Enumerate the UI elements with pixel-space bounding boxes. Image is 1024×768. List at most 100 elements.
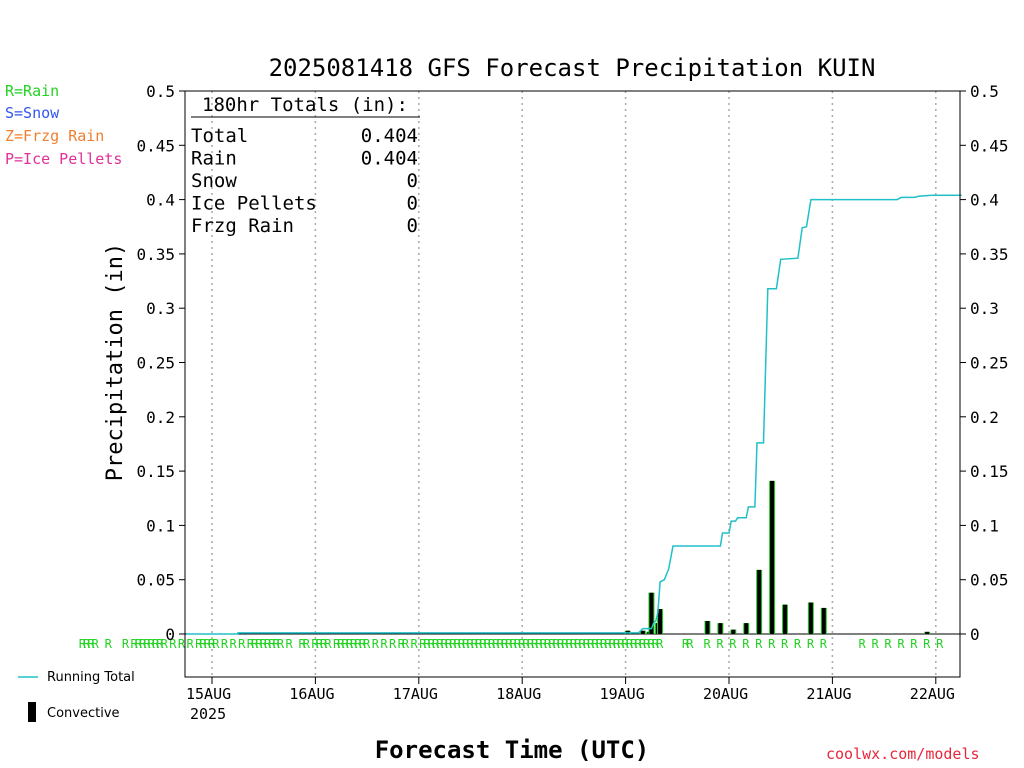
- precip-type-marker: R: [609, 637, 617, 651]
- precip-type-marker: R: [92, 637, 100, 651]
- key-frzg-rain: Z=Frzg Rain: [5, 127, 105, 145]
- totals-row-label: Ice Pellets: [191, 193, 317, 215]
- x-tick-label: 19AUG: [600, 685, 645, 703]
- key-rain: R=Rain: [5, 82, 60, 100]
- key-snow: S=Snow: [5, 104, 60, 122]
- y-tick-label-right: 0.4: [970, 191, 999, 210]
- precip-type-marker: R: [87, 637, 95, 651]
- x-tick-label: 17AUG: [393, 685, 438, 703]
- convective-bar: [757, 569, 762, 634]
- precip-type-marker: R: [574, 637, 582, 651]
- precip-type-marker: R: [139, 637, 147, 651]
- y-tick-label-right: 0.1: [970, 516, 999, 535]
- precip-type-marker: R: [221, 637, 229, 651]
- precip-type-marker: R: [523, 637, 531, 651]
- precip-type-marker: R: [656, 637, 664, 651]
- precip-type-marker: R: [255, 637, 263, 651]
- precip-type-marker: R: [441, 637, 449, 651]
- y-tick-label: 0.1: [146, 516, 175, 535]
- totals-row-value: 0: [407, 215, 418, 237]
- precip-type-marker: R: [492, 637, 500, 651]
- precip-type-marker: R: [350, 637, 358, 651]
- bars-group: [624, 480, 931, 634]
- precip-type-marker: R: [647, 637, 655, 651]
- precip-type-marker: R: [591, 637, 599, 651]
- precip-type-marker: R: [208, 637, 216, 651]
- precip-type-marker: R: [488, 637, 496, 651]
- precip-type-marker: R: [462, 637, 470, 651]
- precip-type-marker: R: [703, 637, 711, 651]
- precip-type-marker: R: [510, 637, 518, 651]
- precip-type-marker: R: [768, 637, 776, 651]
- y-axis-label: Precipitation (in): [103, 243, 128, 481]
- x-axis-label: Forecast Time (UTC): [375, 736, 650, 764]
- precip-type-marker: R: [643, 637, 651, 651]
- precip-type-marker: R: [251, 637, 259, 651]
- precip-type-marker: R: [630, 637, 638, 651]
- precip-type-marker: R: [389, 637, 397, 651]
- y-tick-label-right: 0.2: [970, 408, 999, 427]
- precip-type-marker: R: [372, 637, 380, 651]
- y-tick-label: 0.15: [136, 462, 175, 481]
- convective-key-label: Convective: [47, 706, 120, 721]
- precip-type-marker: R: [553, 637, 561, 651]
- precip-type-marker: R: [613, 637, 621, 651]
- precip-type-marker: R: [505, 637, 513, 651]
- precip-type-marker: R: [561, 637, 569, 651]
- precip-type-marker: R: [729, 637, 737, 651]
- precip-type-marker: R: [820, 637, 828, 651]
- precip-type-marker: R: [635, 637, 643, 651]
- chart-title: 2025081418 GFS Forecast Precipitation KU…: [269, 54, 876, 82]
- y-tick-label: 0.5: [146, 82, 175, 101]
- precip-type-marker: R: [479, 637, 487, 651]
- convective-bar: [731, 629, 736, 634]
- precip-type-marker: R: [436, 637, 444, 651]
- y-tick-label-right: 0.3: [970, 299, 999, 318]
- y-tick-label-right: 0.05: [970, 571, 1009, 590]
- convective-bar: [649, 592, 654, 634]
- precip-type-marker: R: [410, 637, 418, 651]
- precip-type-marker: R: [359, 637, 367, 651]
- x-axis: 15AUG 2025 16AUG 17AUG 18AUG 19AUG 20AUG 21AUG 2…: [186, 677, 955, 723]
- grid-lines: [185, 91, 960, 677]
- precip-type-marker: R: [596, 637, 604, 651]
- precip-type-marker: R: [260, 637, 268, 651]
- precip-type-marker: R: [247, 637, 255, 651]
- precip-type-marker: R: [794, 637, 802, 651]
- totals-row-label: Snow: [191, 170, 237, 192]
- y-tick-label-right: 0.35: [970, 245, 1009, 264]
- totals-row-value: 0.404: [361, 125, 418, 147]
- y-tick-label-right: 0.15: [970, 462, 1009, 481]
- precip-type-marker: R: [622, 637, 630, 651]
- precip-type-marker: R: [557, 637, 565, 651]
- precip-type-marker: R: [178, 637, 186, 651]
- precip-type-marker: R: [501, 637, 509, 651]
- precip-type-marker: R: [458, 637, 466, 651]
- precip-type-marker: R: [617, 637, 625, 651]
- convective-bar: [705, 620, 710, 634]
- precip-type-marker: R: [514, 637, 522, 651]
- precip-type-marker: R: [475, 637, 483, 651]
- precip-type-marker: R: [566, 637, 574, 651]
- precip-type-marker: R: [423, 637, 431, 651]
- plot-frame: [184, 90, 961, 678]
- precip-type-marker: R: [342, 637, 350, 651]
- y-tick-label: 0.35: [136, 245, 175, 264]
- precip-type-marker: R: [204, 637, 212, 651]
- precip-type-marker: R: [859, 637, 867, 651]
- precip-type-marker: R: [548, 637, 556, 651]
- convective-bar: [783, 604, 788, 634]
- precip-type-marker: R: [626, 637, 634, 651]
- precip-type-marker: R: [83, 637, 91, 651]
- precip-type-marker: R: [579, 637, 587, 651]
- precip-type-marker: R: [333, 637, 341, 651]
- y-tick-label: 0.2: [146, 408, 175, 427]
- y-tick-label: 0.25: [136, 354, 175, 373]
- precip-type-marker: R: [428, 637, 436, 651]
- totals-row-value: 0: [407, 193, 418, 215]
- precip-type-marker: R: [807, 637, 815, 651]
- x-tick-sublabel: 2025: [190, 705, 226, 723]
- totals-row-value: 0.404: [361, 148, 418, 170]
